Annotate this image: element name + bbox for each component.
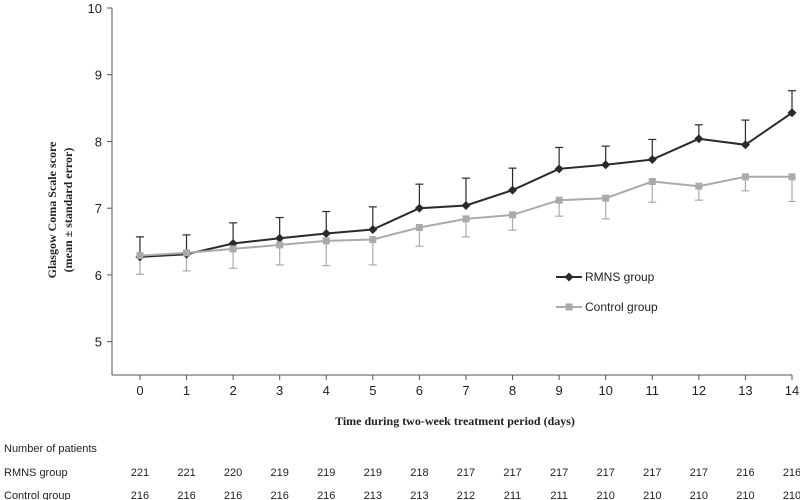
patients-table: Number of patients RMNS group 221 221 220 219… — [4, 443, 800, 500]
table-cell: 211 — [550, 490, 568, 500]
table-row-label: Control group — [4, 490, 71, 500]
rmns-point — [740, 140, 750, 150]
control-point — [648, 177, 656, 185]
legend: RMNS group Control group — [556, 270, 658, 314]
table-cell: 217 — [597, 467, 615, 479]
table-cell: 210 — [783, 490, 800, 500]
y-tick-label: 8 — [95, 134, 102, 149]
rmns-point — [368, 225, 378, 235]
table-cell: 212 — [457, 490, 475, 500]
x-tick-label: 11 — [646, 383, 660, 398]
table-cell: 210 — [736, 490, 754, 500]
table-cell: 210 — [690, 490, 708, 500]
table-cell: 216 — [270, 490, 288, 500]
table-cell: 217 — [643, 467, 661, 479]
table-cell: 211 — [504, 490, 522, 500]
legend-label: Control group — [585, 300, 658, 314]
table-cell: 216 — [317, 490, 335, 500]
x-tick-label: 1 — [183, 383, 190, 398]
table-cell: 216 — [224, 490, 242, 500]
error-bars — [135, 90, 796, 275]
table-cell: 216 — [131, 490, 149, 500]
table-cell: 210 — [643, 490, 661, 500]
control-point — [695, 182, 703, 190]
table-cell: 210 — [597, 490, 615, 500]
table-cell: 221 — [131, 467, 149, 479]
y-tick-label: 6 — [95, 268, 102, 283]
rmns-point — [787, 108, 797, 118]
control-point — [741, 173, 749, 181]
table-cell: 219 — [317, 467, 335, 479]
control-point — [322, 237, 330, 245]
table-cell: 216 — [177, 490, 195, 500]
control-point — [462, 215, 470, 223]
legend-swatch-marker — [565, 303, 573, 311]
rmns-point — [647, 154, 657, 164]
y-axis-title-line2: (mean ± standard error) — [61, 148, 75, 273]
table-cell: 217 — [690, 467, 708, 479]
control-point — [509, 211, 517, 219]
rmns-point — [461, 201, 471, 211]
x-tick-label: 4 — [323, 383, 330, 398]
table-row-label: RMNS group — [4, 467, 68, 479]
rmns-point — [414, 203, 424, 213]
table-cell: 219 — [364, 467, 382, 479]
control-point — [415, 224, 423, 232]
control-point — [602, 194, 610, 202]
control-point — [183, 249, 191, 257]
control-point — [276, 241, 284, 249]
x-tick-label: 10 — [598, 383, 612, 398]
x-tick-label: 12 — [692, 383, 706, 398]
x-axis: 0 1 2 3 4 5 6 7 8 9 10 11 12 13 14 — [112, 374, 799, 398]
table-cell: 213 — [364, 490, 382, 500]
y-axis-title-line1: Glasgow Coma Scale score — [45, 141, 59, 278]
legend-swatch-marker — [564, 272, 574, 282]
x-tick-label: 3 — [276, 383, 283, 398]
table-cell: 213 — [410, 490, 428, 500]
y-tick-label: 5 — [95, 335, 102, 350]
y-tick-label: 10 — [88, 1, 102, 16]
table-cell: 216 — [783, 467, 800, 479]
control-point — [229, 245, 237, 253]
y-tick-label: 9 — [95, 68, 102, 83]
x-tick-label: 9 — [556, 383, 563, 398]
legend-label: RMNS group — [585, 270, 655, 284]
table-cell: 217 — [503, 467, 521, 479]
x-axis-title: Time during two-week treatment period (d… — [335, 414, 575, 428]
rmns-point — [554, 164, 564, 174]
table-header: Number of patients — [4, 443, 97, 455]
table-cell: 220 — [224, 467, 242, 479]
x-tick-label: 13 — [738, 383, 752, 398]
control-point — [136, 252, 144, 260]
control-point — [788, 173, 796, 181]
x-tick-label: 5 — [369, 383, 376, 398]
x-tick-label: 6 — [416, 383, 423, 398]
rmns-point — [321, 229, 331, 239]
table-cell: 217 — [457, 467, 475, 479]
y-tick-label: 7 — [95, 201, 102, 216]
table-cell: 216 — [736, 467, 754, 479]
rmns-point — [694, 134, 704, 144]
y-axis: 5 6 7 8 9 10 — [88, 1, 113, 375]
x-tick-label: 8 — [509, 383, 516, 398]
x-tick-label: 14 — [785, 383, 799, 398]
table-cell: 221 — [177, 467, 195, 479]
x-tick-label: 0 — [136, 383, 143, 398]
data-markers — [135, 108, 797, 262]
table-cell: 217 — [550, 467, 568, 479]
rmns-point — [601, 160, 611, 170]
x-tick-label: 7 — [462, 383, 469, 398]
rmns-point — [508, 185, 518, 195]
rmns-point — [275, 233, 285, 243]
x-tick-label: 2 — [229, 383, 236, 398]
table-cell: 219 — [270, 467, 288, 479]
control-point — [369, 236, 377, 244]
control-point — [555, 196, 563, 204]
table-cell: 218 — [410, 467, 428, 479]
